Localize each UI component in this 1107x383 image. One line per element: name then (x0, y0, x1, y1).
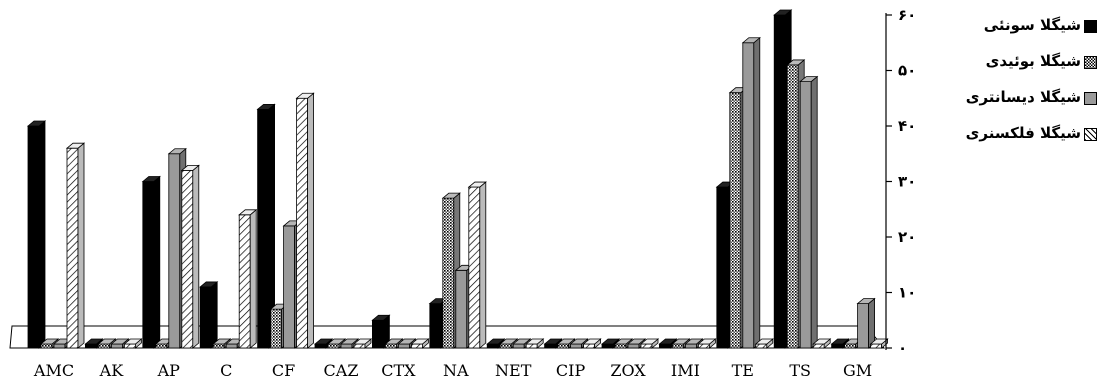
y-tick-label: ۳۰ (898, 173, 916, 191)
x-tick-label-c: C (220, 361, 232, 380)
bar-cf-series-4 (295, 92, 315, 349)
legend-swatch (1084, 92, 1097, 105)
legend-swatch (1084, 20, 1097, 33)
bar-net-series-4 (525, 338, 545, 349)
y-tick-label: ۵۰ (898, 62, 916, 80)
x-tick-label-amc: AMC (33, 361, 74, 380)
legend-item: شیگلا دیسانتری (928, 82, 1103, 118)
bar-cip-series-4 (582, 338, 602, 349)
x-tick-label-caz: CAZ (324, 361, 359, 380)
x-axis-labels: AMC AK AP C CF CAZ CTX NA NET CIP ZOX IMI TE TS GM (33, 361, 872, 380)
legend-label: شیگلا فلکسنری (965, 124, 1081, 142)
bar-zox-series-4 (639, 338, 660, 349)
y-tick-label: ۴۰ (898, 117, 916, 135)
legend-label: شیگلا بوئیدی (985, 52, 1081, 70)
bar-c-series-4 (238, 208, 258, 349)
bar-amc-series-1 (26, 120, 47, 349)
x-tick-label-net: NET (495, 361, 532, 380)
bar-ctx-series-1 (371, 314, 391, 349)
bar-ap-series-4 (180, 164, 200, 349)
bar-amc-series-4 (65, 142, 86, 349)
bar-imi-series-1 (658, 338, 678, 349)
x-tick-label-ap: AP (157, 361, 181, 380)
y-tick-label: ۱۰ (898, 284, 916, 302)
bar-gm-series-3 (856, 297, 876, 349)
bar-ap-series-1 (141, 175, 161, 349)
bar-ts-series-4 (812, 338, 832, 349)
x-tick-label-imi: IMI (671, 361, 700, 380)
legend-label: شیگلا سونئی (983, 16, 1081, 34)
bar-te-series-3 (741, 36, 761, 349)
x-tick-label-cip: CIP (556, 361, 586, 380)
y-tick-label: ۲۰ (898, 228, 916, 246)
x-tick-label-ak: AK (99, 361, 125, 380)
bar-imi-series-4 (697, 338, 717, 349)
legend-item: شیگلا فلکسنری (928, 118, 1103, 154)
bar-c-series-1 (199, 281, 219, 349)
x-tick-label-zox: ZOX (610, 361, 646, 380)
x-tick-label-gm: GM (843, 361, 872, 380)
y-axis: ۰ ۱۰ ۲۰ ۳۰ ۴۰ ۵۰ ۶۰ (885, 6, 916, 357)
x-tick-label-cf: CF (272, 361, 295, 380)
bar-ts-series-3 (799, 75, 819, 349)
y-tick-label: ۶۰ (898, 6, 916, 24)
x-tick-label-na: NA (443, 361, 469, 380)
x-tick-label-te: TE (732, 361, 754, 380)
bar-caz-series-1 (313, 338, 334, 349)
bar-caz-series-4 (352, 338, 373, 349)
bars-group (26, 9, 889, 349)
legend-swatch (1084, 56, 1097, 69)
legend-label: شیگلا دیسانتری (965, 88, 1081, 106)
legend-item: شیگلا بوئیدی (928, 46, 1103, 82)
legend: شیگلا سونئی شیگلا بوئیدی شیگلا دیسانتری شیگ… (928, 10, 1103, 154)
legend-item: شیگلا سونئی (928, 10, 1103, 46)
y-tick-label: ۰ (898, 339, 907, 357)
x-tick-label-ts: TS (789, 361, 811, 380)
legend-swatch (1084, 128, 1097, 141)
bar-te-series-4 (754, 338, 774, 349)
bar-na-series-4 (467, 181, 487, 349)
bar-ak-series-4 (123, 338, 143, 349)
x-tick-label-ctx: CTX (381, 361, 416, 380)
bar-ctx-series-4 (410, 338, 430, 349)
